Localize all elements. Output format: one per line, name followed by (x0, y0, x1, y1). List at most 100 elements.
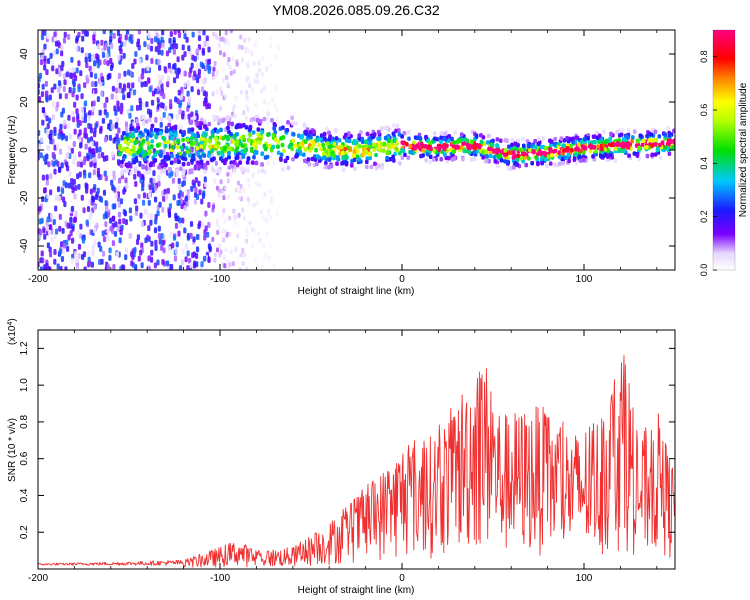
spectrogram-cell (46, 123, 50, 130)
spectrogram-cell (139, 212, 143, 219)
spectrogram-cell (186, 90, 190, 97)
spectrogram-cell (533, 144, 538, 150)
spectrogram-cell (173, 62, 177, 69)
spectrogram-cell (53, 144, 57, 151)
spectrogram-cell (99, 245, 103, 252)
spectrogram-cell (60, 44, 64, 51)
spectrogram-cell (216, 247, 220, 253)
spectrogram-cell (180, 191, 184, 198)
spectrogram-cell (83, 172, 87, 179)
spectrogram-cell (536, 161, 540, 166)
spectrogram-cell (124, 121, 129, 128)
spectrogram-cell (48, 251, 53, 258)
spectrogram-cell (383, 135, 388, 141)
snr-y-tick-label: 0.8 (19, 415, 30, 429)
spectrogram-cell (67, 182, 72, 189)
spectrogram-cell (210, 133, 215, 138)
spectrogram-cell (658, 155, 663, 160)
spectrogram-cell (149, 127, 154, 134)
spectrogram-cell (266, 160, 270, 166)
spectrogram-cell (428, 140, 432, 146)
spectrogram-cell (172, 37, 176, 44)
snr-y-tick-label: 1.0 (19, 378, 30, 392)
spectrogram-cell (64, 266, 68, 270)
spectrogram-cell (334, 136, 339, 141)
spectrogram-cell (131, 147, 136, 152)
spectrogram-cell (265, 231, 269, 237)
spectrogram-cell (252, 142, 256, 147)
spectrogram-cell (86, 250, 90, 257)
spectrogram-cell (203, 124, 208, 129)
spectrogram-cell (264, 218, 268, 224)
spectrogram-cell (527, 143, 531, 149)
spectrogram-cell (459, 132, 464, 137)
spectrogram-cell (91, 244, 95, 251)
spectrogram-cell (266, 132, 270, 137)
spectrogram-cell (177, 177, 181, 184)
spectrogram-cell (112, 32, 116, 39)
spectrogram-cell (153, 152, 158, 157)
spectrogram-cell (60, 162, 64, 169)
spectrogram-cell (505, 159, 510, 165)
spectrogram-cell (577, 154, 582, 160)
spectrogram-cell (109, 217, 113, 224)
spectrogram-cell (352, 139, 357, 144)
spectrogram-cell (236, 221, 240, 227)
spectrogram-cell (495, 163, 500, 169)
figure-title: YM08.2026.085.09.26.C32 (272, 2, 440, 18)
spectrogram-cell (148, 86, 152, 93)
spectrogram-cell (663, 132, 667, 137)
spectrogram-cell (126, 69, 131, 76)
spectrogram-x-tick-label: -100 (210, 274, 230, 285)
spectrogram-cell (644, 145, 649, 150)
spectrogram-cell (75, 94, 79, 101)
spectrogram-cell (559, 136, 564, 141)
spectrogram-cell (557, 161, 562, 167)
spectrogram-cell (332, 141, 337, 147)
spectrogram-cell (45, 129, 49, 136)
spectrogram-cell (117, 72, 122, 79)
spectrogram-cell (232, 69, 236, 75)
spectrogram-cell (199, 136, 204, 142)
spectrogram-cell (107, 73, 111, 80)
spectrogram-cell (135, 104, 140, 111)
spectrogram-cell (45, 179, 49, 186)
spectrogram-cell (163, 154, 168, 160)
spectrogram-cell (144, 237, 148, 244)
spectrogram-cell (192, 236, 196, 243)
spectrogram-cell (260, 168, 265, 173)
spectrogram-cell (615, 129, 619, 135)
spectrogram-cell (227, 40, 231, 46)
snr-x-tick-label: -100 (210, 573, 230, 584)
spectrogram-cell (240, 149, 245, 154)
spectrogram-cell (146, 169, 151, 175)
spectrogram-cell (158, 64, 162, 71)
spectrogram-cell (90, 55, 95, 62)
spectrogram-cell (94, 81, 98, 88)
spectrogram-cell (490, 143, 495, 148)
spectrogram-cell (141, 165, 145, 170)
spectrogram-cell (40, 250, 44, 257)
spectrogram-cell (246, 156, 251, 161)
spectrogram-cell (213, 257, 217, 263)
spectrogram-cell (380, 165, 385, 170)
spectrogram-cell (255, 200, 259, 206)
spectrogram-cell (110, 43, 114, 50)
spectrogram-cell (382, 141, 387, 147)
spectrogram-cell (510, 138, 515, 143)
spectrogram-cell (616, 141, 620, 146)
spectrogram-cell (266, 120, 270, 126)
spectrogram-cell (189, 120, 193, 126)
spectrogram-cell (215, 89, 219, 95)
spectrogram-cell (540, 160, 544, 166)
spectrogram-cell (281, 135, 286, 140)
spectrogram-cell (268, 242, 272, 248)
spectrogram-cell (115, 94, 119, 101)
spectrogram-cell (249, 148, 254, 153)
spectrogram-cell (263, 253, 267, 259)
spectrogram-cell (61, 227, 65, 234)
spectrogram-cell (192, 182, 196, 189)
spectrogram-cell (213, 61, 217, 67)
spectrogram-cell (279, 152, 284, 157)
spectrogram-cell (118, 82, 122, 89)
